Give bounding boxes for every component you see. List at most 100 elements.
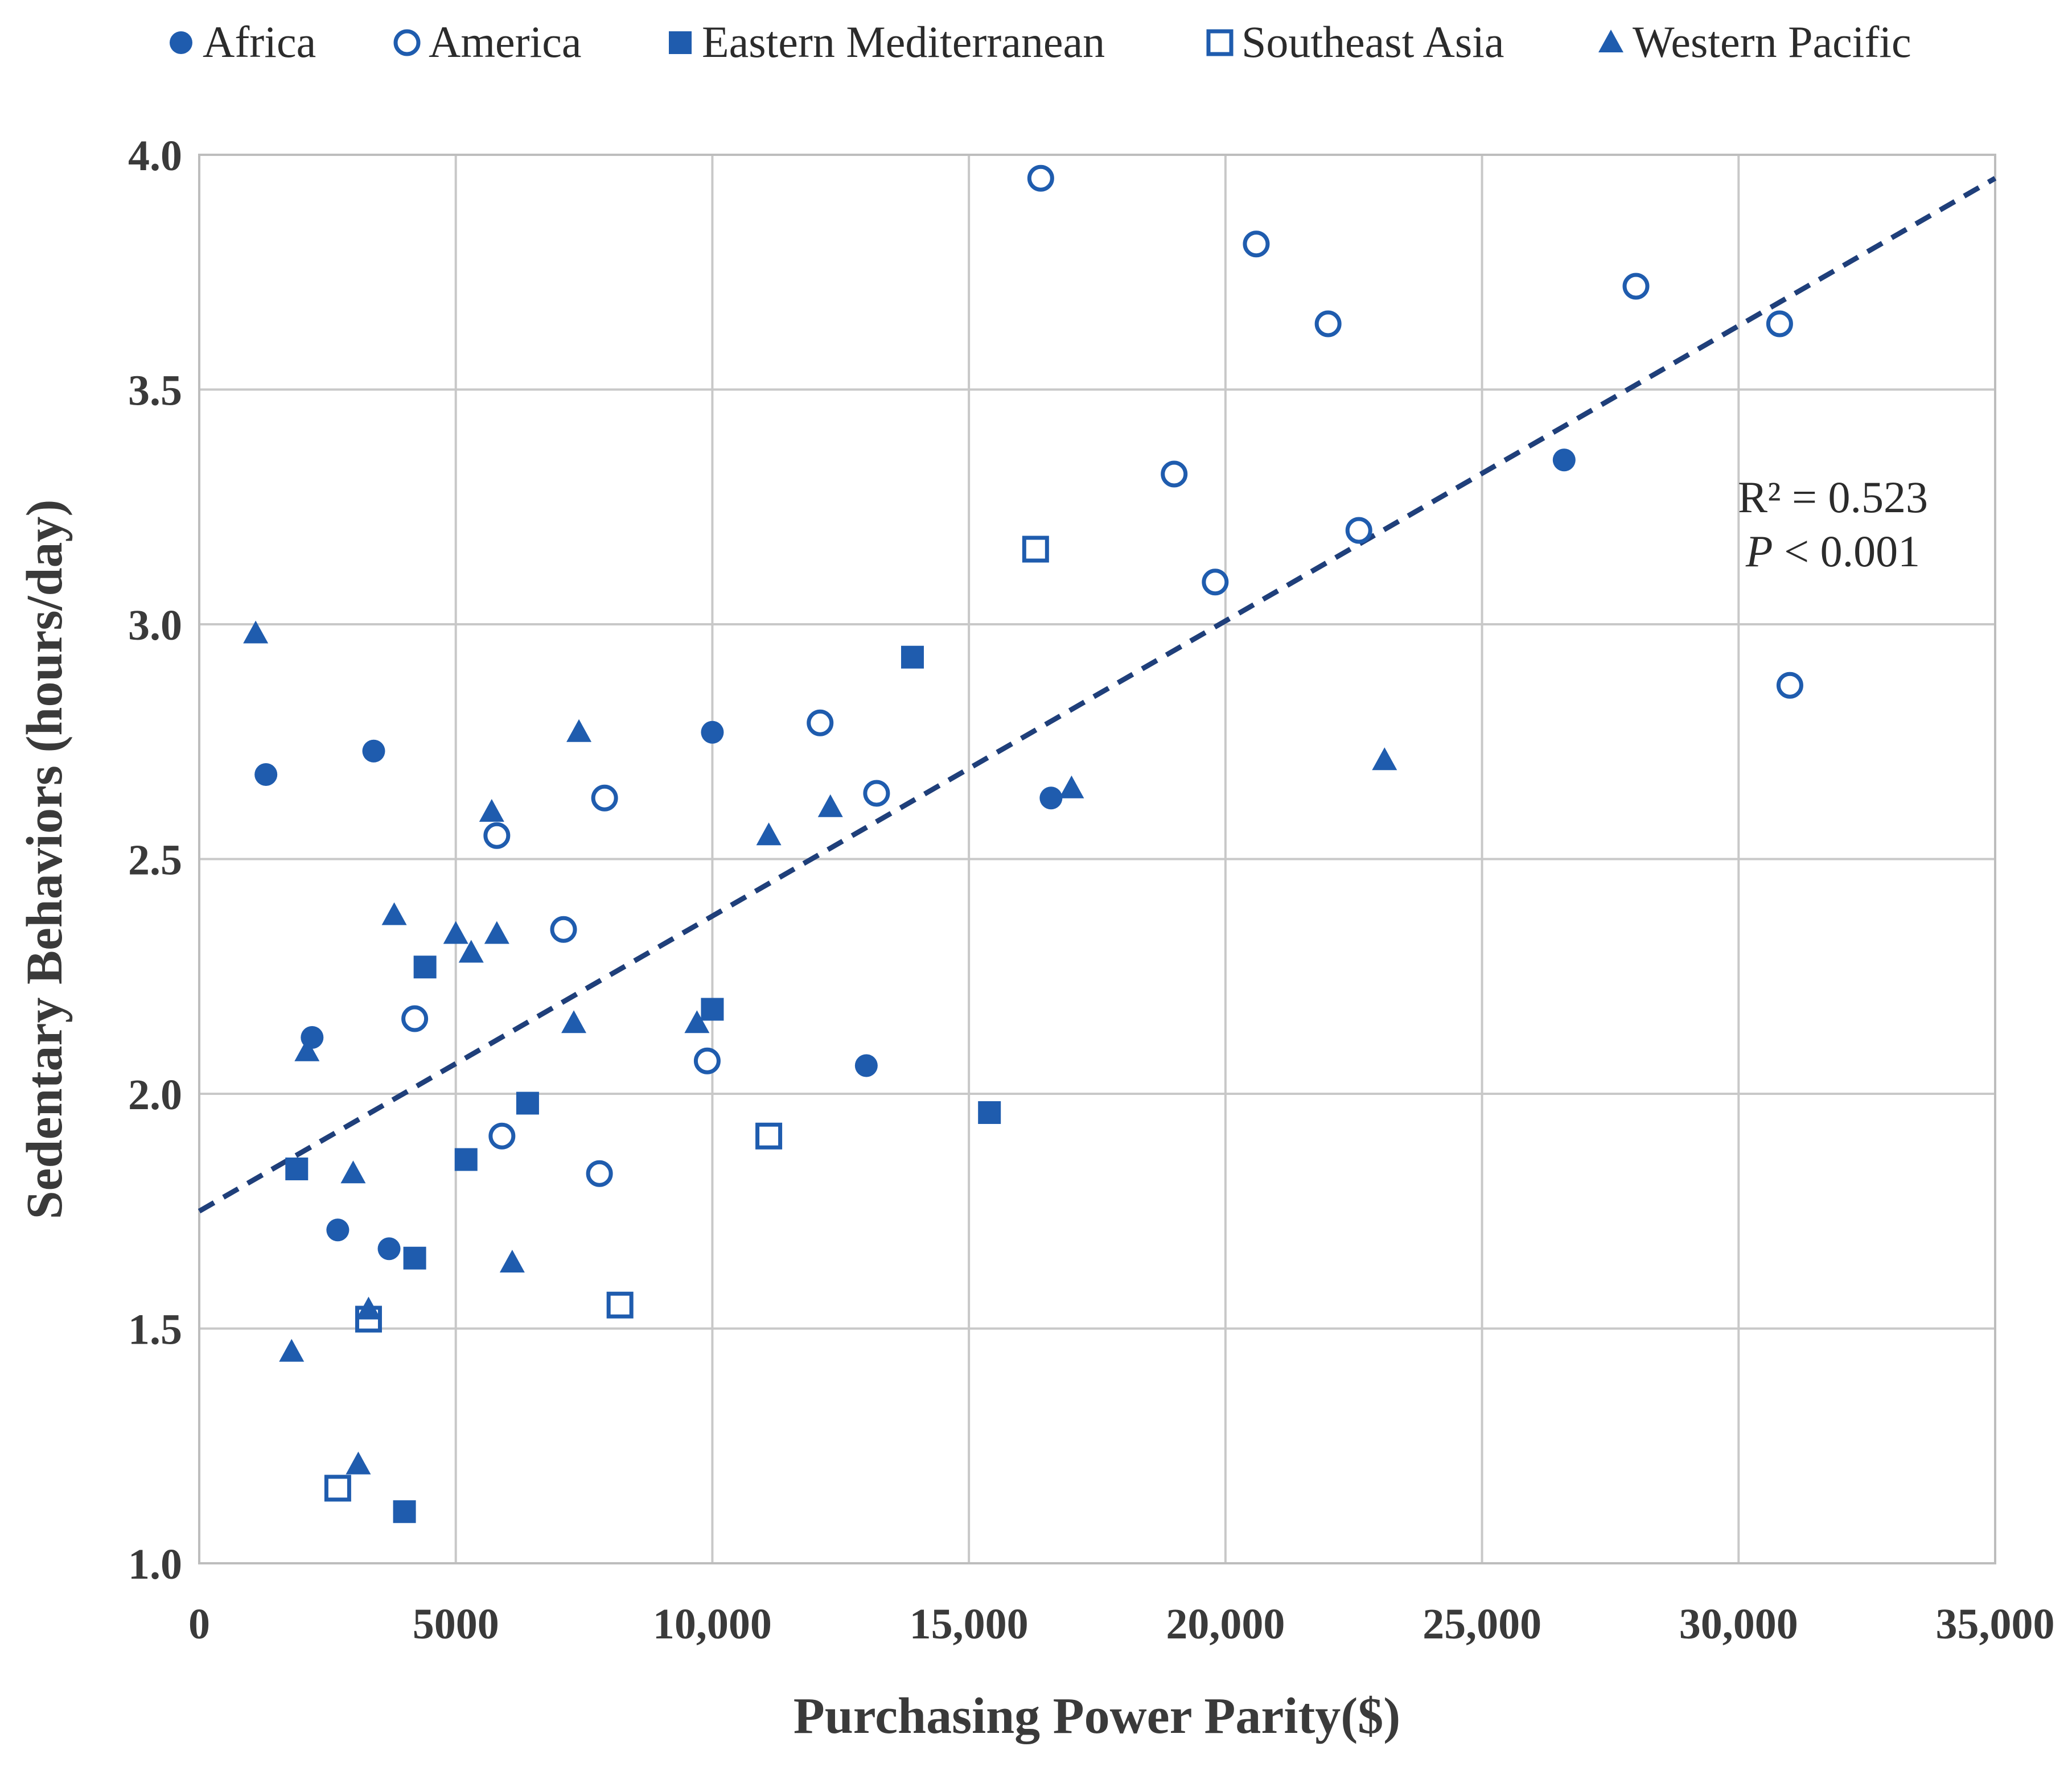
data-point (324, 1475, 351, 1502)
r-squared-annotation: R² = 0.523 (1738, 472, 1928, 522)
data-point (346, 1451, 371, 1475)
x-tick-label: 15,000 (910, 1600, 1029, 1648)
data-point (340, 1160, 366, 1184)
data-point (1314, 310, 1342, 337)
legend-label: Western Pacific (1633, 17, 1911, 67)
series-eastern-mediterranean (285, 645, 1001, 1523)
grid (198, 154, 1996, 1564)
legend-label: America (429, 17, 582, 67)
data-point (755, 1122, 783, 1150)
legend-marker (669, 31, 692, 54)
data-point (362, 739, 385, 763)
series-southeast-asia (324, 536, 1049, 1502)
p-value-text: < 0.001 (1773, 526, 1921, 576)
data-point (863, 780, 890, 807)
p-symbol: P (1745, 526, 1773, 576)
data-point (381, 902, 407, 925)
data-point (854, 1054, 878, 1077)
data-point (1766, 310, 1793, 337)
legend-marker (393, 29, 421, 56)
data-point (488, 1122, 516, 1150)
series-western-pacific (243, 620, 1397, 1475)
data-point (243, 620, 269, 644)
data-point (1039, 786, 1063, 810)
legend-item-africa: Africa (170, 17, 316, 67)
data-point (279, 1339, 305, 1362)
data-point (254, 763, 278, 786)
series-africa (254, 448, 1576, 1261)
data-point (1372, 747, 1397, 771)
y-tick-label: 2.5 (128, 837, 182, 884)
x-axis: 0 5000 10,000 15,000 20,000 25,000 30,000 35,00… (188, 1600, 2055, 1648)
data-point (377, 1237, 401, 1261)
data-point (516, 1092, 539, 1115)
y-tick-label: 1.5 (128, 1306, 182, 1354)
x-tick-label: 5000 (413, 1600, 499, 1648)
legend-item-america: America (393, 17, 582, 67)
data-point (393, 1500, 416, 1523)
data-point (1552, 448, 1576, 472)
data-point (326, 1218, 350, 1242)
data-point (606, 1291, 634, 1319)
data-point (901, 645, 924, 669)
x-tick-label: 25,000 (1423, 1600, 1541, 1648)
data-point (454, 1148, 478, 1171)
data-point (817, 794, 843, 817)
data-point (693, 1047, 721, 1074)
data-point (413, 956, 437, 979)
data-point (1202, 569, 1229, 596)
y-tick-label: 1.0 (128, 1541, 182, 1588)
data-point (285, 1158, 309, 1180)
y-axis-title: Sedentary Behaviors (hours/day) (17, 499, 73, 1219)
data-point (401, 1005, 429, 1032)
p-value-annotation: P < 0.001 (1745, 526, 1920, 576)
data-point (807, 709, 834, 736)
series-america (401, 164, 1803, 1187)
data-point (701, 720, 724, 744)
data-point (1622, 273, 1650, 300)
data-point (1345, 517, 1372, 544)
data-point (1022, 536, 1049, 563)
x-axis-title: Purchasing Power Parity($) (794, 1688, 1401, 1744)
data-point (591, 784, 618, 812)
data-point (1027, 164, 1054, 192)
data-point (479, 799, 504, 822)
data-point (561, 1010, 587, 1033)
x-tick-label: 20,000 (1166, 1600, 1285, 1648)
y-axis: 1.0 1.5 2.0 2.5 3.0 3.5 4.0 (128, 132, 182, 1588)
legend-label: Southeast Asia (1241, 17, 1504, 67)
data-points (243, 164, 1803, 1523)
y-tick-label: 2.0 (128, 1071, 182, 1119)
data-point (978, 1101, 1001, 1124)
legend-item-eastern-mediterranean: Eastern Mediterranean (669, 17, 1105, 67)
legend-marker (170, 31, 192, 54)
data-point (484, 921, 509, 944)
data-point (1059, 775, 1084, 798)
data-point (701, 998, 724, 1021)
data-point (756, 822, 782, 846)
y-tick-label: 3.0 (128, 602, 182, 649)
data-point (356, 1296, 381, 1320)
data-point (1776, 672, 1803, 699)
legend-item-southeast-asia: Southeast Asia (1206, 17, 1504, 67)
data-point (550, 916, 577, 943)
data-point (1161, 460, 1188, 488)
data-point (566, 719, 592, 742)
x-tick-label: 30,000 (1679, 1600, 1798, 1648)
legend-label: Eastern Mediterranean (702, 17, 1105, 67)
data-point (684, 1010, 710, 1033)
trend-line (198, 176, 1997, 1214)
y-tick-label: 4.0 (128, 132, 182, 180)
data-point (403, 1246, 426, 1270)
plot-area (198, 154, 1996, 1564)
data-point (483, 822, 511, 849)
data-point (443, 921, 468, 944)
x-tick-label: 10,000 (653, 1600, 772, 1648)
legend: Africa America Eastern Mediterranean Southe… (170, 17, 1911, 67)
data-point (458, 940, 484, 963)
legend-label: Africa (203, 17, 316, 67)
x-tick-label: 0 (188, 1600, 210, 1648)
legend-item-western-pacific: Western Pacific (1598, 17, 1911, 67)
data-point (499, 1250, 525, 1272)
